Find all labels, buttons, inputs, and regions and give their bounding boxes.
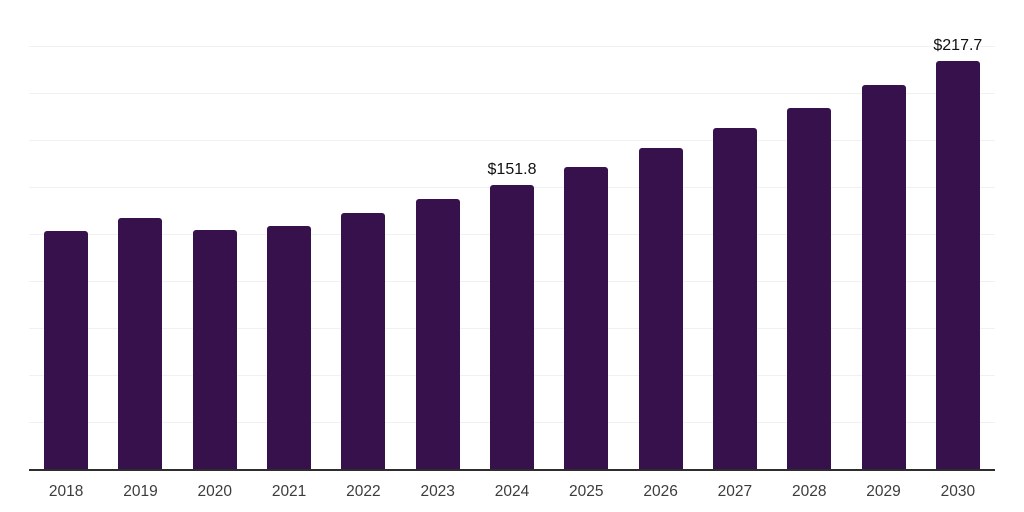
gridline: [29, 93, 995, 94]
x-axis-line: [29, 469, 995, 471]
gridline: [29, 140, 995, 141]
x-tick-label-2026: 2026: [643, 483, 678, 500]
bar-2024: [490, 184, 534, 470]
gridline: [29, 46, 995, 47]
bar-2026: [638, 147, 683, 470]
x-tick-label-2018: 2018: [48, 483, 84, 500]
x-tick-label-2029: 2029: [866, 483, 901, 500]
bar-2023: [415, 198, 460, 470]
bar-2022: [341, 213, 386, 470]
bar-2029: [861, 85, 906, 470]
bar-2027: [712, 127, 757, 470]
x-tick-label-2019: 2019: [123, 483, 158, 500]
x-tick-label-2021: 2021: [271, 483, 307, 500]
bar-value-label-2030: $217.7: [933, 37, 983, 55]
plot-area: $151.8 $217.7: [29, 0, 995, 471]
x-tick-label-2030: 2030: [940, 483, 976, 500]
x-tick-label-2027: 2027: [717, 483, 753, 500]
bar-2021: [267, 225, 312, 470]
bar-2025: [564, 167, 609, 470]
x-tick-label-2028: 2028: [791, 483, 827, 500]
bar-2020: [192, 229, 237, 470]
bar-2019: [118, 218, 163, 470]
x-axis-labels: 2018 2019 2020 2021 2022 2023 2024 2025 2026 2027…: [29, 483, 995, 505]
x-tick-label-2024: 2024: [494, 483, 530, 500]
x-tick-label-2022: 2022: [346, 483, 381, 500]
x-tick-label-2020: 2020: [197, 483, 233, 500]
bar-2030: [935, 60, 980, 470]
x-tick-label-2023: 2023: [420, 483, 455, 500]
bar-value-label-2024: $151.8: [487, 161, 537, 179]
bar-2028: [787, 108, 832, 470]
x-tick-label-2025: 2025: [569, 483, 604, 500]
bar-2018: [44, 231, 89, 470]
